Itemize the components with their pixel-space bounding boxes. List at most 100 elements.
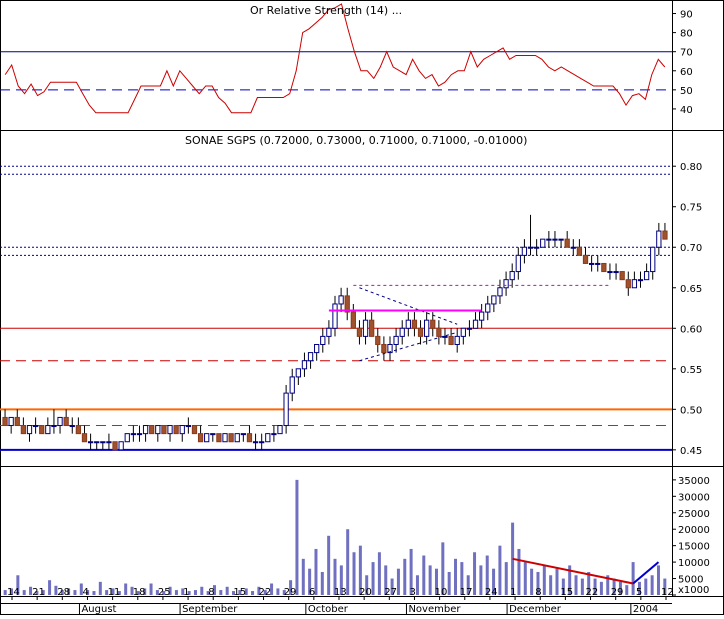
candlestick	[387, 336, 393, 361]
volume-ytick-label: 30000	[678, 492, 710, 503]
candlestick	[472, 312, 479, 329]
volume-bar	[60, 590, 64, 595]
volume-downtrend-line	[512, 557, 634, 585]
candle-body	[393, 335, 399, 345]
price-ytick-label: 0.65	[680, 284, 702, 295]
candle-body	[472, 319, 479, 329]
x-day-label: 29	[611, 587, 624, 598]
candlestick	[344, 287, 350, 321]
candlestick	[307, 352, 314, 369]
candle-body	[69, 425, 75, 428]
volume-bar	[333, 558, 337, 595]
candle-body	[332, 303, 338, 329]
volume-bar	[377, 552, 381, 595]
candle-body	[552, 238, 558, 241]
candle-body	[167, 425, 173, 435]
volume-bar	[574, 575, 578, 595]
candle-body	[540, 238, 546, 248]
candle-body	[509, 271, 515, 281]
volume-bar	[625, 585, 629, 595]
rsi-ytick-label: 40	[680, 105, 693, 116]
volume-bar	[644, 578, 648, 595]
candle-body	[503, 279, 509, 289]
volume-bar	[67, 588, 71, 595]
candlestick	[210, 433, 216, 442]
volume-bar	[257, 586, 261, 595]
candlestick	[448, 328, 454, 345]
candlestick	[100, 441, 106, 450]
candle-body	[381, 343, 387, 354]
x-day-label: 15	[233, 587, 246, 598]
candlestick	[417, 320, 424, 345]
candlestick	[301, 352, 308, 377]
candle-body	[613, 271, 619, 274]
volume-bar	[16, 575, 20, 595]
x-day-label: 20	[359, 587, 372, 598]
candle-body	[564, 238, 570, 248]
candle-body	[521, 246, 528, 256]
candle-body	[39, 425, 45, 435]
candle-body	[558, 238, 564, 241]
volume-bar	[92, 591, 96, 595]
candle-body	[185, 425, 191, 428]
x-day-label: 15	[560, 587, 573, 598]
volume-bar	[200, 586, 204, 595]
candle-body	[234, 433, 240, 443]
candlestick	[527, 214, 534, 256]
price-panel: 0.80 0.75 0.70 0.65 0.60 0.55 0.50 0.45	[0, 162, 702, 457]
price-title: SONAE SGPS (0.72000, 0.73000, 0.71000, 0…	[185, 134, 527, 147]
candle-body	[2, 416, 8, 427]
candlestick	[619, 271, 625, 281]
rsi-line	[4, 3, 666, 114]
candlestick	[362, 312, 369, 345]
candle-body	[533, 246, 540, 249]
candlestick	[118, 441, 124, 451]
candle-body	[240, 433, 246, 436]
candle-body	[307, 352, 314, 362]
price-ytick-label: 0.45	[680, 446, 702, 457]
rsi-ytick-label: 90	[680, 10, 693, 21]
candle-body	[491, 295, 497, 305]
volume-bar	[415, 575, 419, 595]
candlestick	[124, 433, 130, 443]
x-day-label: 11	[108, 587, 121, 598]
volume-bar	[3, 590, 7, 595]
volume-bar	[555, 568, 559, 595]
candlestick	[142, 425, 149, 442]
candlestick	[87, 433, 94, 450]
candlestick	[625, 271, 631, 296]
candlestick	[643, 263, 650, 281]
volume-bar	[98, 581, 102, 595]
volume-bar	[631, 562, 635, 595]
volume-bar	[193, 590, 197, 595]
candle-body	[63, 416, 69, 427]
volume-bar	[523, 562, 527, 595]
volume-bar	[422, 555, 426, 595]
volume-bar	[187, 591, 191, 595]
candlestick	[338, 287, 344, 313]
volume-ytick-label: 10000	[678, 558, 710, 569]
volume-bar	[663, 578, 667, 595]
volume-bar	[41, 590, 45, 595]
candle-body	[295, 368, 301, 378]
volume-bar	[352, 552, 356, 595]
volume-bar	[162, 591, 166, 595]
candlestick	[326, 320, 332, 345]
candle-body	[118, 441, 124, 451]
candle-body	[106, 441, 112, 444]
candlestick	[197, 425, 204, 443]
candlestick	[63, 409, 69, 427]
candlestick	[81, 425, 88, 443]
x-day-label: 22	[586, 587, 599, 598]
candlestick	[540, 238, 546, 248]
volume-bar	[371, 562, 375, 595]
volume-bar	[219, 590, 223, 595]
candlestick	[558, 238, 564, 248]
candle-body	[130, 433, 137, 436]
volume-bar	[22, 590, 26, 595]
candle-body	[87, 441, 94, 444]
volume-bar	[29, 586, 33, 595]
candle-body	[576, 246, 583, 256]
